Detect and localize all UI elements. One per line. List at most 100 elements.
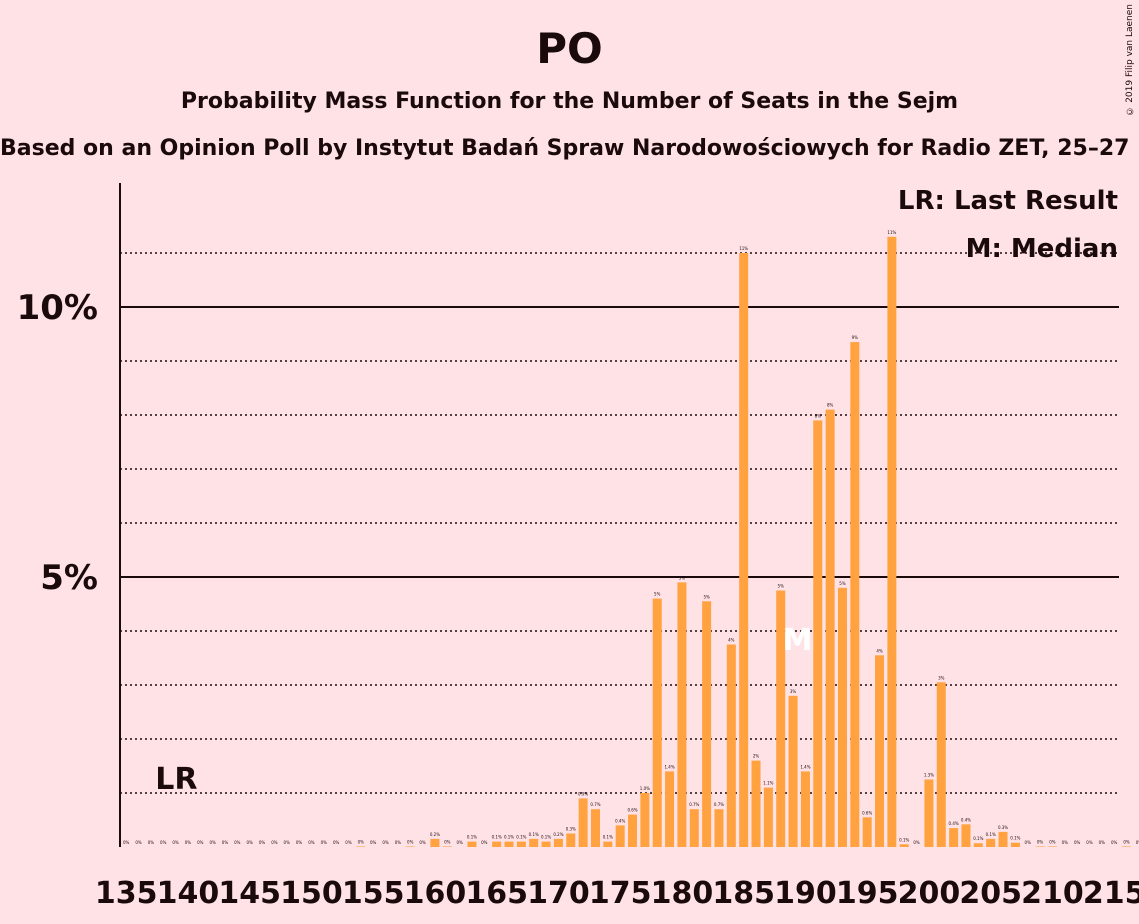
bar-seat-168 — [529, 838, 539, 847]
bar-seat-210 — [1047, 846, 1057, 847]
value-label: 0.1% — [529, 832, 539, 837]
bar-seat-200 — [924, 779, 934, 847]
bar-seat-187 — [763, 787, 773, 847]
bar-seat-204 — [973, 843, 983, 847]
value-label: 1.4% — [664, 764, 674, 769]
bar-seat-194 — [850, 342, 860, 847]
value-label: 0% — [1074, 840, 1081, 845]
value-label: 0% — [1086, 840, 1093, 845]
value-label: 0.3% — [566, 827, 576, 832]
value-label: 0% — [407, 839, 414, 844]
x-tick-label: 185 — [712, 876, 775, 911]
value-label: 0.1% — [541, 835, 551, 840]
bar-seat-165 — [492, 841, 502, 847]
gridlines — [120, 252, 1119, 794]
value-label: 0.7% — [714, 802, 724, 807]
bar-seat-173 — [590, 809, 600, 847]
value-label: 0.1% — [603, 835, 613, 840]
bar-seat-206 — [998, 831, 1008, 847]
value-label: 0.1% — [899, 837, 909, 842]
value-label: 4% — [728, 638, 735, 643]
bar-seat-160 — [430, 838, 440, 847]
value-label: 0.7% — [590, 802, 600, 807]
last-result-marker: LR — [155, 762, 197, 797]
bar-seat-158 — [405, 846, 415, 847]
value-label: 8% — [827, 403, 834, 408]
value-label: 0% — [135, 840, 142, 845]
value-label: 0% — [160, 840, 167, 845]
bar-seat-171 — [566, 833, 576, 847]
x-tick-label: 200 — [898, 876, 961, 911]
value-label: 0.9% — [578, 791, 588, 796]
bar-seat-184 — [726, 644, 736, 847]
value-label: 1.1% — [763, 781, 773, 786]
value-label: 4% — [876, 648, 883, 653]
value-label: 0.1% — [504, 835, 514, 840]
bar-seat-193 — [837, 587, 847, 847]
bar-seat-170 — [553, 838, 563, 847]
bar-seat-186 — [751, 760, 761, 847]
x-tick-label: 135 — [95, 876, 158, 911]
x-tick-label: 190 — [774, 876, 837, 911]
bar-seat-175 — [615, 825, 625, 847]
bar-seat-205 — [986, 838, 996, 847]
value-label: 0% — [1025, 840, 1032, 845]
value-label: 0.4% — [949, 821, 959, 826]
bar-seat-201 — [936, 682, 946, 847]
bar-seat-169 — [541, 841, 551, 847]
value-label: 0.1% — [516, 835, 526, 840]
x-tick-label: 170 — [527, 876, 590, 911]
x-tick-label: 140 — [157, 876, 220, 911]
bar-seat-172 — [578, 798, 588, 847]
bar-seat-174 — [603, 841, 613, 847]
value-label: 9% — [852, 335, 859, 340]
bar-seat-197 — [887, 236, 897, 848]
value-label: 0.1% — [973, 836, 983, 841]
value-label: 0% — [123, 840, 130, 845]
value-label: 0% — [1123, 839, 1130, 844]
value-label: 0.1% — [467, 835, 477, 840]
median-marker: M — [782, 623, 812, 658]
value-label: 0.1% — [986, 832, 996, 837]
x-tick-label: 195 — [836, 876, 899, 911]
x-tick-label: 180 — [651, 876, 714, 911]
bars — [356, 236, 1132, 848]
value-label: 0% — [222, 840, 229, 845]
value-label: 5% — [654, 592, 661, 597]
bar-seat-180 — [677, 582, 687, 847]
x-tick-label: 165 — [465, 876, 528, 911]
value-label: 5% — [679, 575, 686, 580]
value-label: 0% — [345, 840, 352, 845]
value-label: 0% — [271, 840, 278, 845]
bar-seat-183 — [714, 809, 724, 847]
chart-subtitle: Probability Mass Function for the Number… — [180, 89, 959, 114]
value-label: 0% — [185, 840, 192, 845]
value-label: 0% — [913, 840, 920, 845]
value-label: 0.2% — [553, 832, 563, 837]
bar-seat-167 — [516, 841, 526, 847]
bar-seat-216 — [1122, 846, 1132, 847]
poll-source: Based on an Opinion Poll by Instytut Bad… — [0, 136, 1139, 161]
value-label: 0% — [1136, 840, 1139, 845]
value-label: 11% — [739, 246, 748, 251]
bar-seat-161 — [442, 846, 452, 847]
bar-seat-207 — [1010, 842, 1020, 847]
bar-seat-195 — [862, 817, 872, 847]
value-label: 8% — [815, 413, 822, 418]
x-tick-label: 160 — [404, 876, 467, 911]
bar-seat-196 — [875, 655, 885, 847]
bar-seat-190 — [800, 771, 810, 847]
value-label: 0% — [1062, 840, 1069, 845]
y-tick-label: 10% — [17, 288, 98, 328]
value-label: 0.3% — [998, 825, 1008, 830]
x-tick-label: 150 — [280, 876, 343, 911]
value-label: 0% — [456, 840, 463, 845]
x-tick-label: 205 — [959, 876, 1022, 911]
value-label: 11% — [887, 230, 896, 235]
value-label: 0.6% — [862, 810, 872, 815]
value-label: 0% — [172, 840, 179, 845]
x-tick-label: 145 — [218, 876, 281, 911]
tick-labels: 5%10%135 140 145 150 155 160 165 170 175 180 185 19… — [17, 288, 1139, 911]
value-label: 0.1% — [1010, 836, 1020, 841]
